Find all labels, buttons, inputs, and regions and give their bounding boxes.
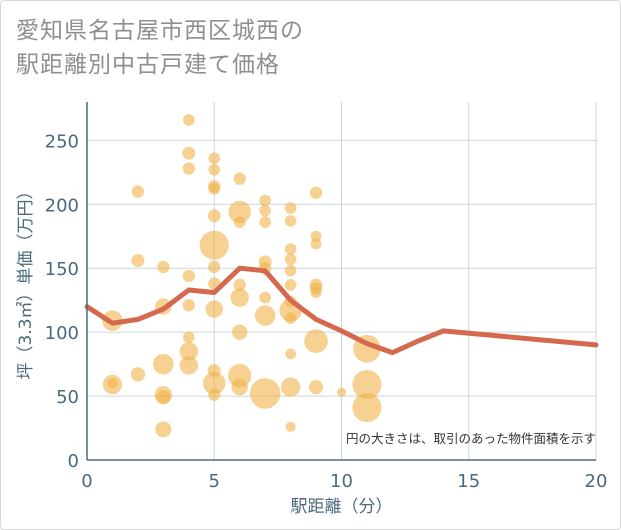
bubble-point xyxy=(352,370,382,400)
bubble-point xyxy=(182,331,195,344)
bubble-point xyxy=(310,287,322,298)
bubble-point xyxy=(208,183,221,195)
bubble-point xyxy=(309,186,323,199)
bubble-point xyxy=(231,378,248,396)
bubble-size-note: 円の大きさは、取引のあった物件面積を示す xyxy=(346,431,596,446)
bubble-point xyxy=(208,152,221,165)
bubble-point xyxy=(156,390,171,405)
bubble-point xyxy=(284,279,297,291)
x-tick-label: 15 xyxy=(457,471,480,492)
bubble-point xyxy=(254,305,276,326)
bubble-point xyxy=(336,387,347,397)
bubble-point xyxy=(157,260,170,274)
bubble-point xyxy=(182,146,196,160)
bubble-point xyxy=(205,300,223,318)
bubble-point xyxy=(179,342,198,361)
average-price-line xyxy=(84,265,599,356)
y-tick-label: 0 xyxy=(68,451,79,472)
bubble-point xyxy=(107,378,118,389)
bubble-point xyxy=(130,367,146,382)
chart-title-line-1: 愛知県名古屋市西区城西の xyxy=(16,18,304,44)
x-tick-label: 0 xyxy=(81,471,92,492)
bubble-point xyxy=(259,194,271,207)
y-axis-label: 坪（3.3㎡）単価（万円） xyxy=(16,182,36,379)
bubble-point xyxy=(280,377,301,397)
bubble-point xyxy=(228,200,251,224)
bubble-point xyxy=(202,372,226,395)
bubble-point xyxy=(352,393,382,423)
bubble-point xyxy=(233,172,246,185)
bubble-point xyxy=(207,209,221,223)
bubble-point xyxy=(182,114,195,126)
bubble-point xyxy=(208,388,221,401)
x-axis-label: 駅距離（分） xyxy=(291,497,393,517)
bubble-point xyxy=(230,288,249,307)
y-tick-label: 50 xyxy=(56,387,79,408)
bubble-point xyxy=(179,356,198,375)
y-tick-labels: 0 50 100 150 200 250 xyxy=(45,131,79,472)
x-tick-label: 5 xyxy=(209,471,220,492)
y-tick-label: 150 xyxy=(45,259,79,280)
y-tick-label: 250 xyxy=(45,131,79,152)
bubble-point xyxy=(284,264,297,277)
bubble-point xyxy=(259,216,271,228)
x-tick-label: 20 xyxy=(585,471,608,492)
bubble-point xyxy=(310,238,322,250)
bubble-point xyxy=(284,215,297,227)
bubble-point xyxy=(284,202,297,214)
bubble-point xyxy=(285,421,296,432)
bubble-point xyxy=(233,216,246,228)
bubble-point xyxy=(182,299,195,312)
bubble-point xyxy=(182,162,195,175)
axes xyxy=(86,102,596,461)
bubble-point xyxy=(208,163,221,176)
bubble-point xyxy=(199,230,229,260)
bubble-point xyxy=(310,230,322,242)
bubble-point xyxy=(207,364,221,377)
bubble-point xyxy=(308,380,324,395)
bubble-point xyxy=(153,353,174,375)
bubble-point xyxy=(208,260,221,274)
bubble-point xyxy=(131,254,145,268)
bubble-point xyxy=(232,324,248,340)
bubble-point xyxy=(284,243,297,255)
x-tick-label: 10 xyxy=(330,471,353,492)
y-tick-label: 100 xyxy=(45,323,79,344)
bubble-point xyxy=(259,204,271,217)
bubble-point xyxy=(249,378,281,409)
x-tick-labels: 0 5 10 15 20 xyxy=(81,471,607,492)
bubble-point xyxy=(131,185,145,198)
bubble-point xyxy=(284,312,297,324)
bubble-point xyxy=(233,278,246,292)
bubble-point xyxy=(285,348,297,360)
bubble-point xyxy=(304,329,328,353)
bubble-point xyxy=(182,269,195,283)
bubble-point xyxy=(284,253,297,266)
chart-title: 愛知県名古屋市西区城西の 駅距離別中古戸建て価格 xyxy=(16,14,304,82)
bubble-point xyxy=(155,421,172,438)
bubble-point xyxy=(259,291,271,304)
bubble-series xyxy=(102,114,382,438)
y-tick-label: 200 xyxy=(45,195,79,216)
chart-title-line-2: 駅距離別中古戸建て価格 xyxy=(16,52,280,78)
